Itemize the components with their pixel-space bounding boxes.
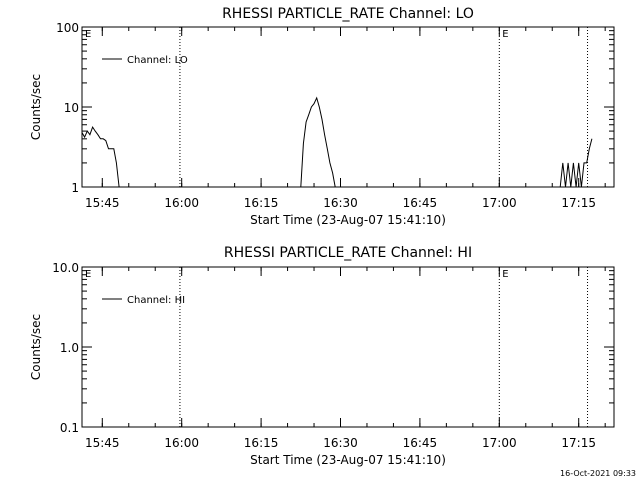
- x-tick-label: 15:45: [85, 436, 120, 450]
- x-tick-label: 17:15: [561, 436, 596, 450]
- series-line-segment: [559, 138, 593, 188]
- x-axis-label: Start Time (23-Aug-07 15:41:10): [250, 213, 446, 227]
- event-marker-label: E: [502, 269, 508, 280]
- x-tick-label: 17:00: [482, 436, 517, 450]
- y-axis-label: Counts/sec: [29, 74, 43, 140]
- y-tick-label: 10.0: [52, 261, 79, 275]
- series-line-segment: [300, 96, 336, 188]
- y-tick-label: 10: [64, 101, 79, 115]
- series-line-segment: [81, 125, 120, 188]
- y-tick-label: 1: [71, 181, 79, 195]
- x-tick-label: 15:45: [85, 196, 120, 210]
- x-tick-label: 16:30: [323, 196, 358, 210]
- panels: RHESSI PARTICLE_RATE Channel: LO Counts/s…: [29, 6, 615, 467]
- chart-title: RHESSI PARTICLE_RATE Channel: HI: [224, 245, 472, 261]
- y-axis-label: Counts/sec: [29, 314, 43, 380]
- y-tick-label: 0.1: [60, 421, 79, 435]
- y-tick-label: 100: [56, 21, 79, 35]
- event-marker-label: E: [85, 29, 91, 40]
- x-axis-label: Start Time (23-Aug-07 15:41:10): [250, 453, 446, 467]
- event-marker-label: E: [85, 269, 91, 280]
- x-tick-label: 17:00: [482, 196, 517, 210]
- chart-panel-lo: RHESSI PARTICLE_RATE Channel: LO Counts/s…: [29, 6, 615, 227]
- chart-panel-hi: RHESSI PARTICLE_RATE Channel: HI Counts/s…: [29, 245, 615, 467]
- y-tick-label: 1.0: [60, 341, 79, 355]
- x-tick-label: 16:15: [244, 436, 279, 450]
- footer-timestamp: 16-Oct-2021 09:33: [560, 469, 636, 478]
- x-tick-label: 16:00: [164, 436, 199, 450]
- x-tick-label: 16:15: [244, 196, 279, 210]
- legend-label: Channel: HI: [127, 295, 185, 306]
- event-marker-label: E: [502, 29, 508, 40]
- x-tick-label: 16:45: [403, 196, 438, 210]
- x-tick-label: 16:00: [164, 196, 199, 210]
- x-tick-label: 17:15: [561, 196, 596, 210]
- x-tick-label: 16:45: [403, 436, 438, 450]
- legend-label: Channel: LO: [127, 55, 188, 66]
- chart-title: RHESSI PARTICLE_RATE Channel: LO: [222, 6, 474, 22]
- x-tick-label: 16:30: [323, 436, 358, 450]
